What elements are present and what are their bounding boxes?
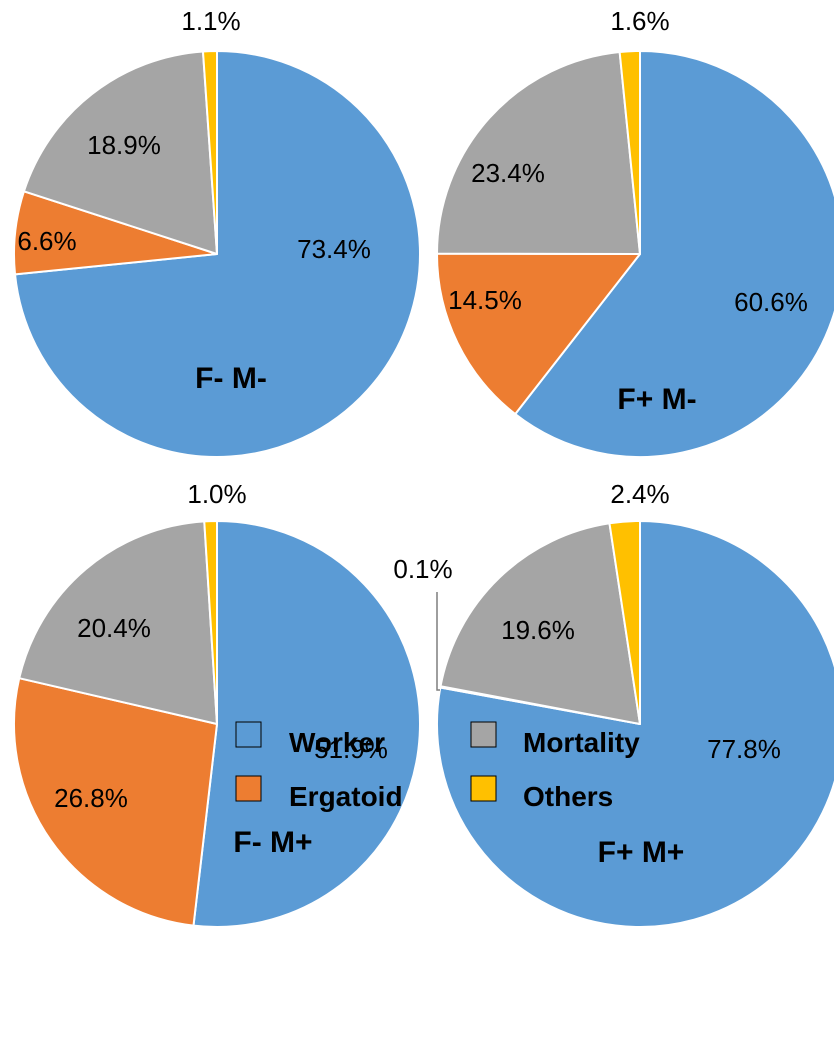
pie-slice-mortality bbox=[436, 51, 641, 255]
data-label-ergatoid: 26.8% bbox=[54, 783, 128, 813]
data-label-ergatoid: 6.6% bbox=[17, 226, 76, 256]
legend-swatch-others bbox=[470, 775, 497, 802]
pie-slice-worker bbox=[514, 50, 834, 458]
data-label-others: 2.4% bbox=[610, 479, 669, 509]
pie-slice-ergatoid bbox=[13, 677, 218, 927]
pie-panel-fminus-mminus: 73.4% 6.6% 18.9% 1.1% F- M- bbox=[13, 6, 421, 458]
legend: Worker Mortality Ergatoid Others bbox=[235, 721, 640, 812]
pie-slice-others bbox=[618, 50, 641, 255]
pie-slice-ergatoid bbox=[435, 252, 641, 416]
data-label-mortality: 19.6% bbox=[501, 615, 575, 645]
pie-panels: 73.4% 6.6% 18.9% 1.1% F- M- 60.6% 14.5% 23.4% 1.… bbox=[13, 6, 834, 928]
pie-slice-worker bbox=[192, 520, 421, 928]
pie-slice-mortality bbox=[439, 522, 641, 725]
data-label-worker: 51.9% bbox=[314, 734, 388, 764]
legend-label-mortality: Mortality bbox=[523, 727, 640, 758]
panel-label: F+ M- bbox=[617, 383, 696, 416]
data-label-worker: 77.8% bbox=[707, 734, 781, 764]
data-label-others: 1.0% bbox=[187, 479, 246, 509]
legend-swatch-worker bbox=[235, 721, 262, 748]
legend-label-ergatoid: Ergatoid bbox=[289, 781, 403, 812]
pie-slice-others bbox=[203, 520, 218, 725]
panel-label: F- M- bbox=[195, 362, 267, 395]
panel-label: F- M+ bbox=[233, 826, 312, 859]
leader-line bbox=[436, 592, 440, 691]
pie-slice-mortality bbox=[22, 50, 218, 255]
data-label-others: 1.1% bbox=[181, 6, 240, 36]
pie-panel-fplus-mminus: 60.6% 14.5% 23.4% 1.6% F+ M- bbox=[435, 6, 834, 458]
legend-swatch-ergatoid bbox=[235, 775, 262, 802]
legend-swatch-mortality bbox=[470, 721, 497, 748]
data-label-others: 1.6% bbox=[610, 6, 669, 36]
data-label-ergatoid: 14.5% bbox=[448, 285, 522, 315]
data-label-mortality: 18.9% bbox=[87, 130, 161, 160]
data-label-worker: 73.4% bbox=[297, 234, 371, 264]
pie-slice-others bbox=[608, 520, 641, 725]
legend-label-worker: Worker bbox=[289, 727, 385, 758]
data-label-ergatoid: 0.1% bbox=[393, 554, 452, 584]
pie-panel-fplus-mplus: 77.8% 0.1% 19.6% 2.4% F+ M+ bbox=[393, 479, 834, 928]
pie-slice-others bbox=[201, 50, 218, 255]
panel-label: F+ M+ bbox=[598, 836, 685, 869]
data-label-mortality: 20.4% bbox=[77, 613, 151, 643]
pie-panel-fminus-mplus: 51.9% 26.8% 20.4% 1.0% F- M+ bbox=[13, 479, 421, 928]
data-label-worker: 60.6% bbox=[734, 287, 808, 317]
pie-slice-mortality bbox=[18, 520, 218, 725]
legend-label-others: Others bbox=[523, 781, 613, 812]
data-label-mortality: 23.4% bbox=[471, 158, 545, 188]
